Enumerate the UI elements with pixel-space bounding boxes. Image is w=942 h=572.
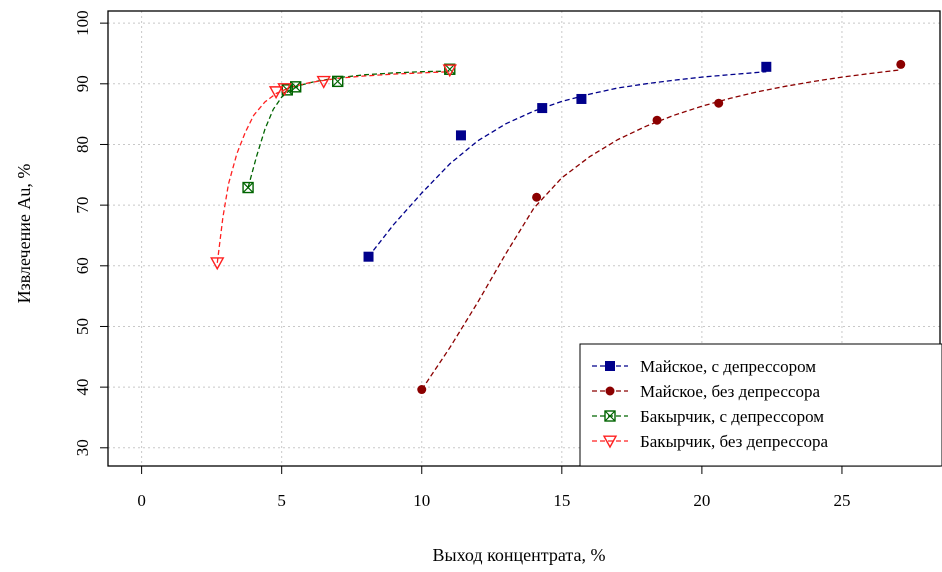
data-point-series-4 <box>442 64 457 78</box>
data-point-series-2 <box>652 115 662 125</box>
y-tick-label: 40 <box>73 379 92 396</box>
fit-curve-series-1 <box>367 71 767 258</box>
y-tick-label: 60 <box>73 257 92 274</box>
x-axis-title: Выход концентрата, % <box>433 545 606 565</box>
data-point-series-3 <box>242 181 254 194</box>
data-point-series-3 <box>332 75 344 88</box>
x-tick-label: 15 <box>553 491 570 510</box>
y-axis-title: Извлечение Au, % <box>14 164 34 304</box>
data-point-series-2 <box>896 59 906 69</box>
y-tick-label: 70 <box>73 197 92 214</box>
data-point-series-4 <box>316 75 331 89</box>
legend-label: Бакырчик, без депрессора <box>640 432 828 451</box>
y-tick-label: 90 <box>73 75 92 92</box>
y-tick-label: 30 <box>73 439 92 456</box>
data-point-series-1 <box>537 103 548 114</box>
data-point-series-1 <box>576 93 587 104</box>
legend-label: Майское, с депрессором <box>640 357 816 376</box>
grid <box>108 11 940 466</box>
data-point-series-2 <box>417 385 427 395</box>
legend-label: Майское, без депрессора <box>640 382 820 401</box>
legend-marker <box>605 386 615 396</box>
x-tick-label: 10 <box>413 491 430 510</box>
legend-marker <box>602 435 618 449</box>
data-point-series-3 <box>444 63 456 75</box>
x-tick-label: 25 <box>833 491 850 510</box>
axis-ticks: 0 5 10 15 20 25 30 40 50 60 70 80 90 100 <box>73 10 850 510</box>
data-point-series-4 <box>210 257 225 271</box>
legend-marker <box>605 361 615 371</box>
y-tick-label: 80 <box>73 136 92 153</box>
y-tick-label: 50 <box>73 318 92 335</box>
legend-box <box>579 343 942 467</box>
plot-frame <box>107 10 941 467</box>
legend: Майское, с депрессором Майское, без депре… <box>579 343 942 467</box>
x-tick-label: 20 <box>693 491 710 510</box>
data-point-series-1 <box>761 61 772 72</box>
data-point-series-1 <box>363 251 374 262</box>
data-point-series-2 <box>532 192 542 202</box>
data-point-series-4 <box>268 86 284 100</box>
fit-curve-series-4 <box>216 71 450 263</box>
data-points <box>210 59 906 395</box>
data-point-series-2 <box>714 98 724 108</box>
data-point-series-3 <box>289 81 302 93</box>
x-tick-label: 5 <box>277 491 286 510</box>
data-point-series-1 <box>455 130 466 141</box>
y-tick-label: 100 <box>73 10 92 35</box>
data-point-series-4 <box>277 83 292 97</box>
legend-marker <box>604 410 616 422</box>
legend-label: Бакырчик, с депрессором <box>640 407 824 426</box>
x-tick-label: 0 <box>137 491 146 510</box>
